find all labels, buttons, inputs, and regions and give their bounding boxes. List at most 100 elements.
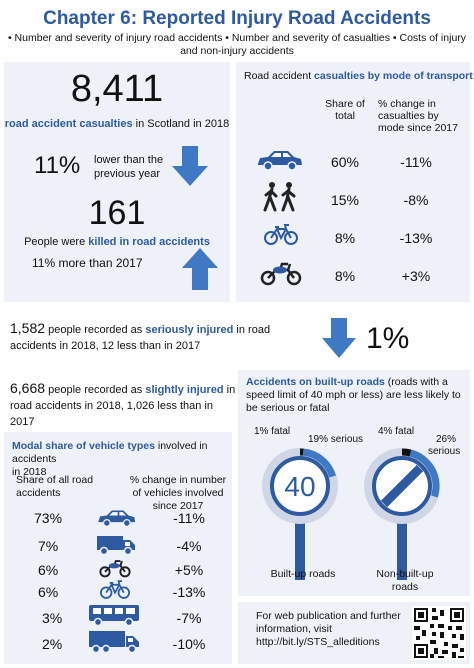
vehicle-row-change: +5% [174, 562, 204, 578]
mode-col-share-1: Share of [325, 98, 365, 110]
pedestrian-icon [263, 182, 296, 212]
vehicle-row-share: 6% [38, 562, 59, 578]
vehicle-col-change-2: of vehicles involved [132, 487, 224, 499]
motorcycle-icon [99, 560, 131, 578]
builtup-title-rest: (roads with a [384, 376, 448, 388]
right-serious-label-2: serious [428, 446, 461, 457]
vehicle-panel-title: Modal share of vehicle types involved in… [12, 440, 228, 479]
header-bullets-line1: • Number and severity of injury road acc… [7, 32, 467, 44]
bicycle-icon [264, 224, 298, 245]
decrease-text-2: previous year [94, 168, 161, 180]
builtup-panel: Accidents on built-up roads (roads with … [238, 370, 470, 596]
serious-down-arrow-icon [322, 318, 356, 358]
mode-row-share: 8% [334, 268, 356, 284]
mode-col-change-1: % change in [378, 98, 436, 110]
vehicle-row-change: -10% [172, 636, 206, 652]
page-title: Chapter 6: Reported Injury Road Accident… [43, 8, 431, 29]
left-serious-label: 19% serious [308, 434, 364, 445]
van-icon [97, 536, 135, 556]
vehicle-row-share: 3% [42, 610, 63, 626]
vehicle-title-rest: involved in accidents [12, 440, 208, 465]
slight-bold: slightly injured [145, 384, 224, 396]
bus-icon [89, 605, 139, 626]
total-casualties-number: 8,411 [70, 68, 164, 110]
vehicle-row-share: 2% [42, 636, 63, 652]
footer-link[interactable]: http://bit.ly/STS_alleditions [256, 636, 380, 648]
vehicle-title-line2: in 2018 [12, 466, 47, 478]
builtup-road-label: Built-up roads [270, 568, 336, 580]
slight-line2: road accidents in 2018, 1,026 less than … [10, 400, 214, 428]
right-fatal-arc [401, 448, 412, 457]
up-arrow-icon [182, 248, 218, 290]
slight-post: in [223, 384, 236, 396]
vehicle-row-share: 6% [38, 584, 59, 600]
mode-title-bold: casualties by mode of transport [314, 70, 473, 82]
serious-line2: accidents in 2018, 12 less than in 2017 [10, 340, 201, 352]
vehicle-col-change-1: % change in number [129, 474, 227, 486]
qr-code-icon [412, 606, 466, 660]
vehicle-types-panel: Modal share of vehicle types involved in… [4, 432, 232, 664]
vehicle-col-change-3: since 2017 [152, 500, 204, 512]
builtup-title-line3: be serious or fatal [246, 402, 330, 414]
vehicle-col-change: % change in number of vehicles involved … [128, 474, 228, 513]
total-casualties-label: road accident casualties in Scotland in … [4, 118, 230, 130]
builtup-title-line2: speed limit of 40 mph or less) are less … [246, 389, 461, 401]
mode-panel-title: Road accident casualties by mode of tran… [244, 70, 474, 82]
footer-line1: For web publication and further [256, 610, 401, 622]
slight-pre: people recorded as [45, 384, 146, 396]
vehicle-row-share: 7% [38, 538, 59, 554]
footer-text: For web publication and further informat… [256, 610, 401, 649]
killed-change: 11% more than 2017 [32, 256, 143, 270]
car-icon [258, 151, 302, 171]
left-serious-arc [302, 448, 337, 478]
vehicle-row-change: -11% [173, 510, 205, 526]
total-casualties-label-bold: road accident casualties [4, 118, 133, 130]
footer-panel: For web publication and further informat… [238, 602, 470, 664]
killed-label-bold: killed in road accidents [88, 236, 210, 248]
serious-pct: 1% [366, 322, 410, 355]
mode-title-pre: Road accident [244, 70, 315, 82]
serious-pre: people recorded as [45, 324, 146, 336]
non-builtup-road-label-1: Non-built-up [376, 568, 434, 580]
mode-col-change-2: casualties by [378, 110, 439, 122]
killed-label: People were killed in road accidents [4, 236, 230, 248]
mode-row-share: 60% [330, 154, 360, 170]
serious-post: in road [233, 324, 271, 336]
mode-col-share-2: total [335, 110, 355, 122]
lorry-icon [89, 631, 139, 654]
serious-injured-text: 1,582 people recorded as seriously injur… [10, 320, 310, 354]
footer-line2: information, visit [256, 623, 332, 635]
killed-number: 161 [88, 194, 146, 232]
motorcycle-icon [260, 262, 302, 286]
non-builtup-road-label-2: roads [391, 581, 419, 593]
vehicle-row-change: -13% [172, 584, 206, 600]
mode-of-transport-panel: Road accident casualties by mode of tran… [236, 62, 474, 302]
mode-row-change: -11% [400, 154, 432, 170]
vehicle-col-share-2: accidents [16, 487, 61, 499]
right-serious-arc [409, 449, 440, 498]
decrease-text-1: lower than the [94, 154, 164, 166]
mode-row-change: +3% [401, 268, 431, 284]
vehicle-row-change: -7% [176, 610, 202, 626]
vehicle-title-bold: Modal share of vehicle types [12, 440, 155, 452]
mode-row-change: -8% [403, 192, 429, 208]
vehicle-row-change: -4% [176, 538, 202, 554]
speed-limit-number: 40 [284, 471, 315, 502]
mode-row-share: 15% [330, 192, 360, 208]
mode-col-share: Share of total [316, 98, 374, 122]
car-icon [98, 510, 136, 527]
bicycle-icon [100, 580, 130, 599]
mode-row-change: -13% [399, 230, 433, 246]
slight-injured-text: 6,668 people recorded as slightly injure… [10, 380, 240, 430]
slight-number: 6,668 [10, 380, 46, 396]
header-bullets-line2: and non-injury accidents [180, 45, 294, 57]
serious-bold: seriously injured [145, 324, 234, 336]
mode-col-change: % change in casualties by mode since 201… [378, 98, 468, 134]
killed-label-pre: People were [24, 236, 89, 248]
casualties-panel: 8,411 road accident casualties in Scotla… [4, 62, 230, 302]
builtup-title-bold: Accidents on built-up roads [246, 376, 385, 388]
builtup-title: Accidents on built-up roads (roads with … [246, 376, 466, 415]
down-arrow-icon [172, 146, 208, 186]
built-up-road-sign: 40 [262, 448, 338, 580]
left-fatal-label: 1% fatal [254, 426, 291, 437]
